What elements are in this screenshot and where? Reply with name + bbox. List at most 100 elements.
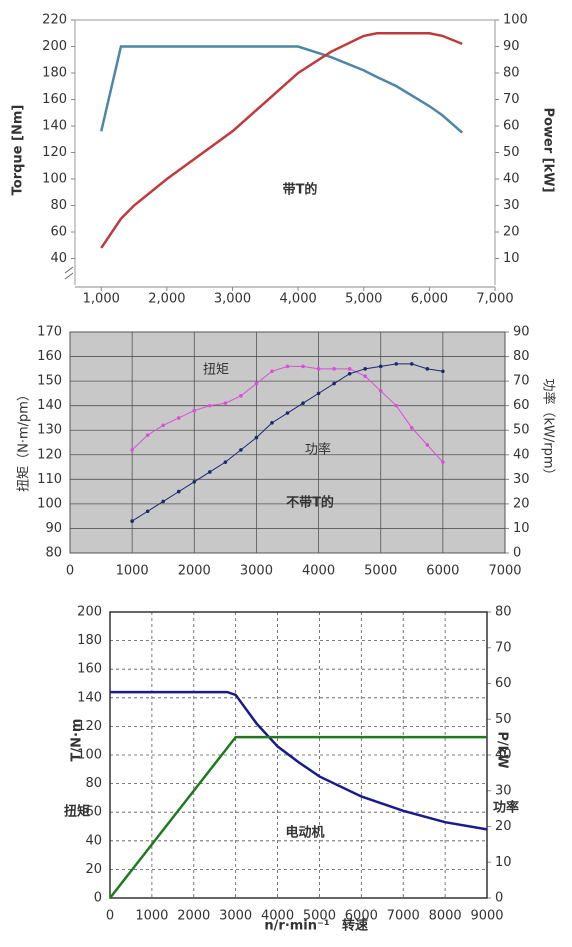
point-marker — [347, 367, 352, 371]
point-marker — [223, 460, 228, 464]
y2-tick-label: 70 — [495, 640, 512, 655]
y-tick-label: 100 — [77, 748, 102, 763]
point-marker — [316, 367, 321, 371]
axis-label: 扭矩（N·m/pm） — [17, 388, 32, 492]
point-marker — [239, 448, 243, 452]
axis-label: 功率（kW/rpm） — [541, 378, 557, 481]
series-line — [100, 32, 463, 249]
chart: 0 1000 2000 3000 4000 5000 6000 7000 8000 9000020… — [64, 605, 519, 934]
y-tick-label: 90 — [45, 521, 62, 536]
y2-tick-label: 40 — [503, 172, 520, 187]
y2-tick-label: 10 — [503, 251, 520, 266]
y-tick-label: 200 — [77, 605, 102, 620]
point-marker — [254, 435, 259, 440]
point-marker — [192, 408, 197, 413]
point-marker — [347, 371, 352, 376]
point-marker — [409, 362, 414, 366]
y2-tick-label: 90 — [503, 39, 520, 54]
point-marker — [176, 489, 181, 494]
y-tick-label: 60 — [50, 225, 67, 240]
y2-tick-label: 30 — [495, 783, 512, 798]
x-tick-label: 3,000 — [214, 292, 251, 307]
series-line — [109, 735, 487, 899]
point-marker — [301, 364, 305, 369]
point-marker — [130, 448, 134, 452]
annotation: 扭矩 — [203, 363, 229, 378]
axis-label: P/kW — [495, 731, 510, 768]
x-tick-label: 4000 — [302, 564, 335, 579]
y2-tick-label: 0 — [513, 546, 521, 561]
point-marker — [363, 367, 367, 371]
y2-tick-label: 20 — [503, 225, 520, 240]
point-marker — [161, 423, 166, 428]
x-tick-label: 9000 — [470, 909, 503, 924]
y-tick-label: 200 — [42, 39, 67, 54]
x-tick-label: 4,000 — [280, 292, 317, 307]
x-tick-label: 0 — [66, 564, 74, 579]
y2-tick-label: 80 — [503, 66, 520, 81]
point-marker — [145, 433, 150, 437]
y2-tick-label: 60 — [503, 119, 520, 134]
point-marker — [363, 374, 367, 379]
point-marker — [239, 394, 243, 398]
x-tick-label: 7000 — [387, 909, 420, 924]
y-tick-label: 170 — [37, 325, 62, 340]
y2-tick-label: 30 — [513, 472, 530, 487]
axes-frame — [74, 19, 496, 285]
y2-tick-label: 50 — [503, 145, 520, 160]
point-marker — [441, 369, 445, 374]
point-marker — [409, 425, 414, 430]
point-marker — [332, 381, 336, 386]
y-tick-label: 180 — [77, 633, 102, 648]
point-marker — [176, 416, 181, 420]
x-tick-label: 3000 — [240, 564, 273, 579]
x-tick-label: 5,000 — [345, 292, 382, 307]
y-tick-label: 120 — [42, 145, 67, 160]
axis-break — [64, 266, 74, 280]
x-tick-label: 8000 — [429, 909, 462, 924]
x-tick-label: 5000 — [364, 564, 397, 579]
y-tick-label: 100 — [42, 172, 67, 187]
y2-tick-label: 20 — [495, 819, 512, 834]
point-marker — [145, 509, 150, 514]
y-tick-label: 80 — [50, 198, 67, 213]
y-tick-label: 110 — [37, 472, 62, 487]
point-marker — [378, 389, 383, 393]
y-tick-label: 140 — [37, 398, 62, 413]
point-marker — [130, 519, 134, 523]
chart-title: 带T的 — [283, 182, 318, 198]
y2-tick-label: 100 — [503, 13, 528, 28]
point-marker — [254, 381, 259, 386]
axes-frame — [109, 611, 488, 899]
y-tick-label: 80 — [45, 546, 62, 561]
axis-label: 扭矩 — [64, 804, 90, 820]
y-tick-label: 40 — [50, 251, 67, 266]
y-tick-label: 140 — [42, 119, 67, 134]
point-marker — [425, 367, 430, 371]
plot-background — [70, 332, 505, 553]
point-marker — [332, 367, 336, 371]
y2-tick-label: 70 — [503, 92, 520, 107]
point-marker — [301, 401, 305, 406]
y-tick-label: 150 — [37, 374, 62, 389]
axis-label: Torque [Nm] — [11, 105, 26, 196]
y-tick-label: 160 — [77, 662, 102, 677]
point-marker — [161, 499, 166, 504]
point-marker — [441, 460, 445, 464]
point-marker — [394, 362, 399, 366]
y2-tick-label: 40 — [513, 447, 530, 462]
x-tick-label: 2,000 — [148, 292, 185, 307]
y2-tick-label: 70 — [513, 374, 530, 389]
axis-label: n/r·min⁻¹ — [264, 919, 329, 934]
axis-label: 功率 — [493, 800, 519, 816]
y2-tick-label: 80 — [495, 605, 512, 620]
x-tick-label: 2000 — [178, 564, 211, 579]
x-tick-label: 1000 — [135, 909, 168, 924]
y2-tick-label: 30 — [503, 198, 520, 213]
series-line — [100, 45, 464, 134]
y-tick-label: 140 — [77, 690, 102, 705]
y2-tick-label: 50 — [513, 423, 530, 438]
x-tick-label: 4000 — [261, 909, 294, 924]
point-marker — [208, 403, 212, 408]
